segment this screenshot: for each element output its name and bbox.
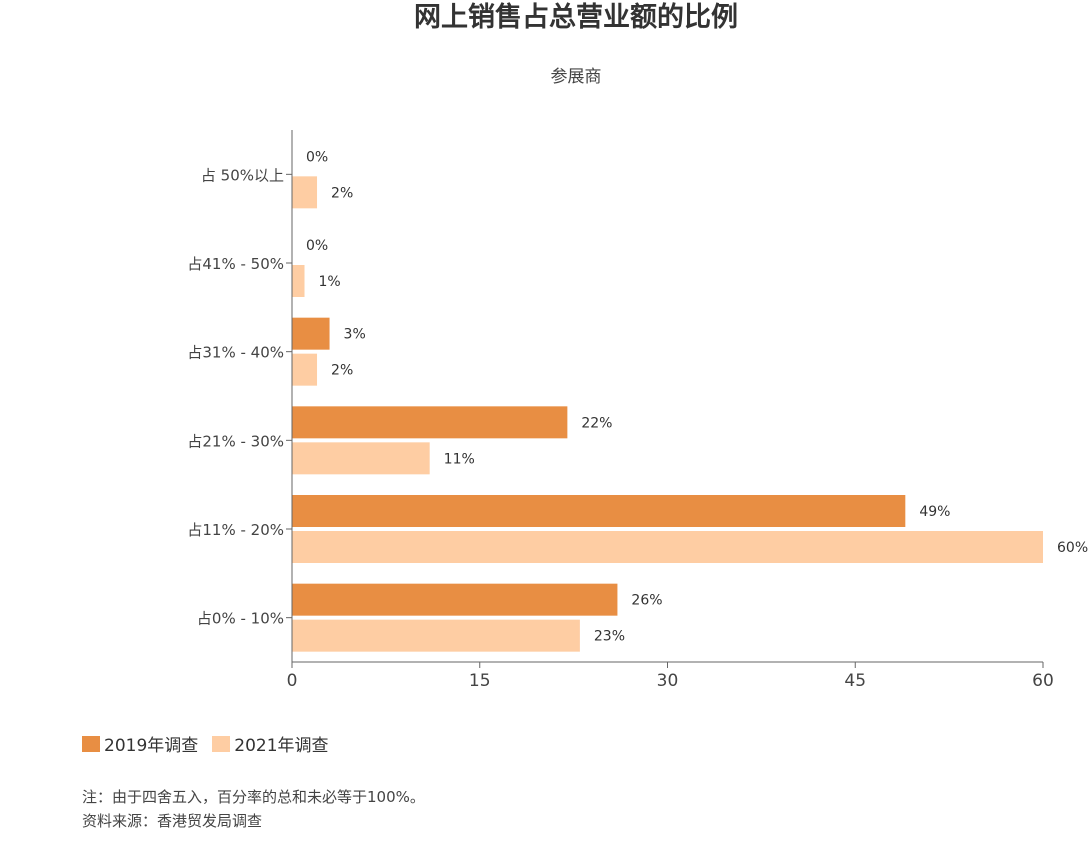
y-tick-label: 占41% - 50% — [187, 255, 284, 273]
x-tick-label: 45 — [844, 671, 866, 691]
bar-2019[interactable] — [292, 317, 330, 350]
chart-notes: 注：由于四舍五入，百分率的总和未必等于100%。 资料来源：香港贸发局调查 — [82, 785, 425, 833]
x-tick-label: 30 — [657, 671, 679, 691]
bar-value-label: 23% — [594, 629, 625, 645]
legend-label-2019: 2019年调查 — [104, 736, 199, 756]
bar-value-label: 1% — [319, 274, 341, 290]
y-tick-label: 占0% - 10% — [197, 610, 284, 628]
x-tick-label: 60 — [1032, 671, 1054, 691]
legend-item-2021[interactable]: 2021年调查 — [212, 731, 329, 756]
bar-2021[interactable] — [292, 442, 430, 475]
bar-2021[interactable] — [292, 265, 305, 297]
bar-value-label: 2% — [331, 363, 353, 379]
rounding-note: 注：由于四舍五入，百分率的总和未必等于100%。 — [82, 788, 425, 806]
bar-2021[interactable] — [292, 619, 580, 652]
bar-2021[interactable] — [292, 531, 1043, 563]
y-tick-label: 占21% - 30% — [187, 432, 284, 450]
source-note: 资料来源：香港贸发局调查 — [82, 812, 263, 830]
y-tick-label: 占11% - 20% — [187, 521, 284, 539]
bar-2021[interactable] — [292, 353, 318, 386]
bar-value-label: 0% — [306, 149, 328, 165]
legend-label-2021: 2021年调查 — [234, 736, 329, 756]
bar-value-label: 26% — [631, 593, 662, 609]
y-tick-label: 占 50%以上 — [201, 166, 284, 184]
bar-value-label: 22% — [581, 415, 612, 431]
chart-title: 网上销售占总营业额的比例 — [414, 2, 738, 33]
bar-2019[interactable] — [292, 495, 906, 527]
x-tick-label: 0 — [287, 671, 298, 691]
bar-chart: 0% 2% 占 50%以上 0% 1% 占41% - 50% 3% 2% 占31% - 40% 2… — [187, 130, 1088, 691]
legend-swatch-2019 — [82, 735, 100, 752]
legend-item-2019[interactable]: 2019年调查 — [82, 731, 198, 756]
bar-value-label: 0% — [306, 238, 328, 254]
bar-2019[interactable] — [292, 406, 568, 439]
bar-2021[interactable] — [292, 176, 318, 209]
bar-2019[interactable] — [292, 583, 618, 616]
bar-value-label: 49% — [919, 504, 950, 520]
legend-swatch-2021 — [212, 735, 231, 752]
chart-subtitle: 参展商 — [550, 67, 602, 87]
bar-value-label: 11% — [444, 451, 475, 467]
bar-value-label: 2% — [331, 185, 353, 201]
x-tick-label: 15 — [469, 671, 491, 691]
y-tick-label: 占31% - 40% — [187, 344, 284, 362]
bar-value-label: 60% — [1057, 540, 1088, 556]
bar-value-label: 3% — [344, 327, 366, 343]
chart-legend: 2019年调查 2021年调查 — [82, 731, 343, 756]
